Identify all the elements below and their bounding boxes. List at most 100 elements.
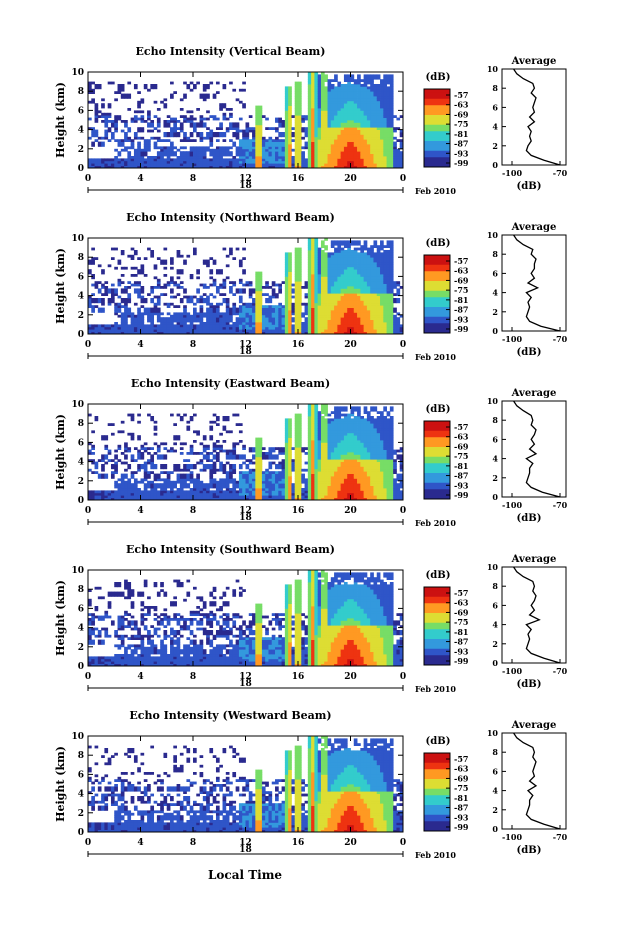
heatmap-cell bbox=[386, 286, 391, 289]
heatmap-cell bbox=[101, 456, 105, 460]
heatmap-cell bbox=[160, 156, 164, 159]
heatmap-cell bbox=[311, 240, 315, 244]
heatmap-cell bbox=[363, 117, 368, 121]
x-tick-label: 0 bbox=[400, 174, 406, 184]
heatmap-cell bbox=[278, 165, 282, 169]
heatmap-cell bbox=[337, 151, 342, 154]
heatmap-cell bbox=[324, 127, 328, 130]
heatmap-cell bbox=[130, 163, 135, 166]
heatmap-cell bbox=[110, 432, 115, 436]
heatmap-cell bbox=[389, 93, 394, 97]
heatmap-cell bbox=[229, 250, 233, 253]
heatmap-cell bbox=[147, 492, 151, 496]
heatmap-cell bbox=[101, 302, 105, 306]
heatmap-cell bbox=[317, 139, 322, 142]
x-tick-label: 0 bbox=[85, 340, 91, 350]
heatmap-cell bbox=[225, 276, 230, 280]
heatmap-cell bbox=[248, 314, 253, 318]
heatmap-cell bbox=[386, 305, 391, 308]
heatmap-cell bbox=[212, 134, 217, 138]
heatmap-cell bbox=[133, 84, 138, 87]
heatmap-cell bbox=[101, 331, 105, 335]
heatmap-cell bbox=[133, 288, 138, 292]
heatmap-cell bbox=[366, 278, 371, 282]
heatmap-cell bbox=[101, 497, 105, 501]
heatmap-cell bbox=[343, 245, 348, 248]
heatmap-cell bbox=[261, 151, 266, 154]
heatmap-cell bbox=[307, 283, 312, 287]
heatmap-cell bbox=[160, 293, 164, 296]
heatmap-cell bbox=[337, 98, 342, 102]
heatmap-cell bbox=[343, 286, 348, 289]
heatmap-cell bbox=[183, 442, 187, 446]
heatmap-cell bbox=[373, 120, 378, 123]
heatmap-cell bbox=[317, 259, 322, 263]
heatmap-cell bbox=[275, 153, 279, 157]
heatmap-cell bbox=[389, 307, 394, 311]
heatmap-cell bbox=[268, 153, 273, 157]
heatmap-cell bbox=[255, 112, 260, 116]
heatmap-cell bbox=[101, 492, 105, 496]
heatmap-cell bbox=[97, 264, 102, 268]
heatmap-cell bbox=[363, 91, 368, 94]
heatmap-cell bbox=[133, 447, 138, 450]
heatmap-cell bbox=[153, 428, 158, 431]
heatmap-cell bbox=[386, 141, 391, 145]
heatmap-cell bbox=[393, 144, 397, 147]
heatmap-cell bbox=[337, 269, 342, 272]
heatmap-cell bbox=[130, 437, 135, 441]
heatmap-cell bbox=[311, 326, 315, 330]
heatmap-cell bbox=[225, 146, 230, 150]
heatmap-cell bbox=[199, 124, 204, 128]
heatmap-cell bbox=[370, 264, 374, 268]
heatmap-cell bbox=[357, 310, 361, 313]
heatmap-cell bbox=[334, 124, 338, 128]
heatmap-cell bbox=[222, 281, 227, 284]
heatmap-cell bbox=[357, 120, 361, 123]
heatmap-cell bbox=[311, 310, 315, 313]
heatmap-cell bbox=[330, 326, 335, 330]
heatmap-cell bbox=[124, 331, 128, 335]
heatmap-cell bbox=[353, 122, 358, 126]
heatmap-cell bbox=[307, 288, 312, 292]
heatmap-cell bbox=[261, 307, 266, 311]
heatmap-cell bbox=[360, 108, 365, 111]
heatmap-cell bbox=[389, 274, 394, 277]
heatmap-cell bbox=[386, 317, 391, 320]
heatmap-cell bbox=[294, 122, 299, 126]
heatmap-cell bbox=[360, 247, 365, 251]
heatmap-cell bbox=[193, 326, 197, 330]
heatmap-cell bbox=[101, 136, 105, 140]
heatmap-cell bbox=[150, 331, 155, 335]
heatmap-cell bbox=[245, 144, 250, 147]
heatmap-cell bbox=[340, 158, 345, 162]
heatmap-cell bbox=[186, 420, 191, 424]
heatmap-cell bbox=[386, 326, 391, 330]
heatmap-cell bbox=[124, 324, 128, 328]
y-tick-label: 10 bbox=[71, 234, 84, 244]
heatmap-cell bbox=[245, 134, 250, 138]
heatmap-cell bbox=[347, 117, 351, 121]
heatmap-cell bbox=[143, 160, 148, 164]
heatmap-cell bbox=[120, 322, 125, 325]
colorbar-tick-label: -57 bbox=[454, 256, 468, 266]
heatmap-cell bbox=[225, 264, 230, 268]
heatmap-cell bbox=[268, 151, 273, 154]
heatmap-cell bbox=[353, 117, 358, 121]
heatmap-cell bbox=[101, 495, 105, 498]
heatmap-cell bbox=[268, 141, 273, 145]
heatmap-cell bbox=[281, 151, 286, 154]
heatmap-cell bbox=[150, 461, 155, 465]
heatmap-cell bbox=[199, 322, 204, 325]
heatmap-cell bbox=[252, 127, 256, 130]
heatmap-cell bbox=[150, 307, 155, 311]
heatmap-cell bbox=[298, 305, 302, 308]
heatmap-cell bbox=[383, 274, 387, 277]
heatmap-cell bbox=[334, 247, 338, 251]
heatmap-cell bbox=[337, 240, 342, 244]
heatmap-cell bbox=[311, 91, 315, 94]
heatmap-cell bbox=[143, 148, 148, 152]
heatmap-cell bbox=[212, 278, 217, 282]
heatmap-cell bbox=[242, 326, 246, 330]
heatmap-cell bbox=[255, 153, 260, 157]
